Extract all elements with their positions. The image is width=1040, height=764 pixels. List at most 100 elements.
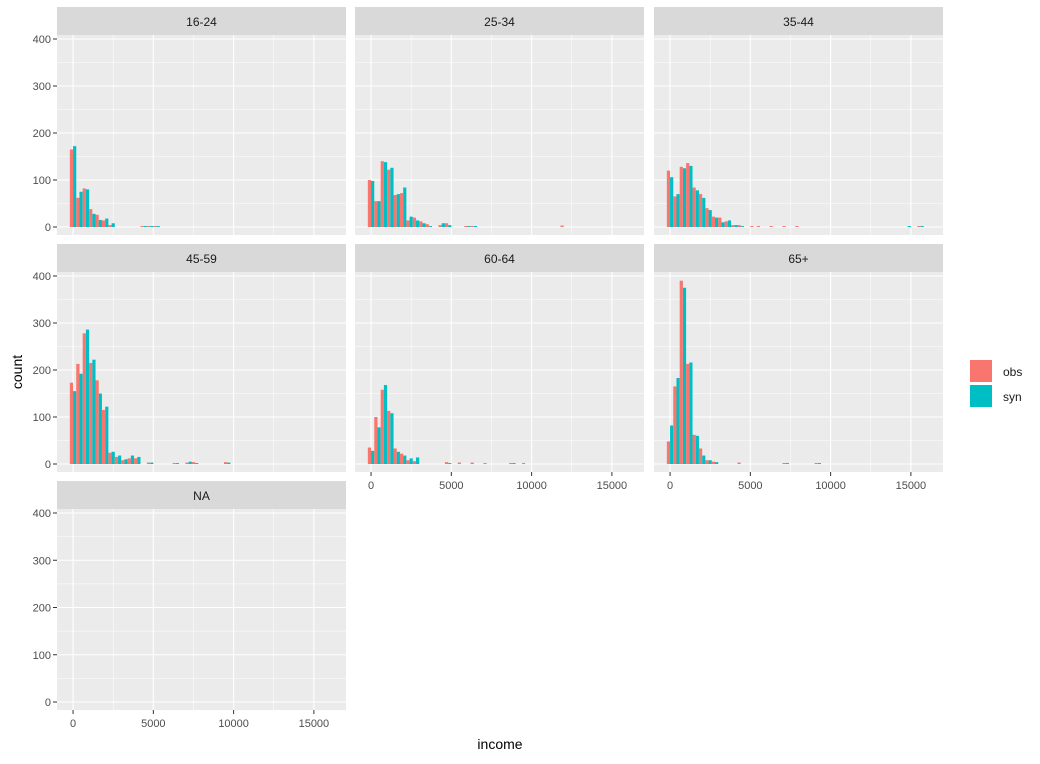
bar-obs [705, 460, 709, 464]
bar-syn [73, 391, 77, 464]
bar-syn [137, 456, 141, 464]
legend-label-obs: obs [1003, 365, 1022, 379]
bar-syn [409, 216, 413, 227]
bar-obs [89, 209, 93, 227]
bar-obs [737, 462, 741, 464]
bar-syn [150, 226, 154, 227]
bar-syn [670, 177, 674, 227]
bar-obs [393, 195, 397, 227]
bar-syn [188, 461, 192, 464]
x-tick-label: 0 [667, 480, 673, 492]
bar-syn [467, 226, 471, 227]
y-tick-label: 400 [33, 271, 51, 283]
bar-syn [390, 167, 394, 227]
bar-obs [367, 447, 372, 464]
bar-obs [464, 226, 468, 227]
bar-obs [82, 333, 86, 464]
facet-strip-6064 [355, 244, 644, 272]
bar-obs [95, 214, 99, 227]
y-tick-label: 100 [33, 650, 51, 662]
bar-syn [907, 226, 911, 227]
bar-syn [422, 223, 426, 227]
x-tick-label: 10000 [218, 718, 249, 730]
facet-strip-65 [654, 244, 943, 272]
bar-syn [111, 451, 115, 464]
bar-obs [153, 226, 157, 227]
bar-syn [390, 413, 394, 464]
bar-syn [85, 329, 90, 464]
bar-obs [380, 161, 384, 227]
x-tick-label: 5000 [738, 480, 762, 492]
bar-syn [111, 223, 115, 227]
bar-syn [227, 462, 231, 464]
bar-obs [393, 448, 397, 464]
bar-syn [85, 189, 90, 227]
bar-syn [416, 220, 420, 227]
y-axis-title: count [9, 355, 25, 389]
bar-syn [124, 459, 128, 464]
bar-syn [92, 213, 96, 227]
bar-obs [666, 170, 671, 227]
bar-obs [108, 452, 112, 464]
bar-syn [377, 427, 381, 464]
bar-syn [670, 425, 674, 464]
bar-syn [156, 226, 160, 227]
bar-syn [396, 451, 400, 464]
bar-syn [130, 455, 135, 464]
bar-obs [782, 463, 786, 464]
bar-syn [715, 462, 719, 464]
bar-obs [750, 226, 754, 227]
bar-obs [698, 448, 703, 464]
bar-obs [108, 225, 112, 227]
bar-obs [666, 441, 671, 464]
bar-obs [76, 197, 80, 227]
bar-obs [917, 226, 921, 227]
bar-syn [682, 168, 687, 227]
y-tick-label: 0 [45, 697, 51, 709]
bar-syn [409, 458, 413, 464]
bar-syn [702, 455, 706, 464]
bar-syn [428, 226, 433, 227]
bar-obs [191, 462, 196, 464]
bar-obs [444, 462, 449, 464]
bar-syn [403, 187, 407, 227]
bar-syn [371, 450, 375, 464]
facet-label-2534: 25-34 [484, 15, 515, 29]
bar-syn [473, 226, 478, 227]
bar-obs [185, 462, 189, 464]
facet-label-4559: 45-59 [186, 252, 217, 266]
bar-obs [457, 462, 461, 464]
bar-syn [118, 455, 122, 464]
x-axis-title: income [477, 736, 522, 752]
bar-obs [521, 463, 526, 464]
bar-obs [698, 194, 703, 227]
bar-obs [679, 280, 683, 464]
bar-syn [695, 190, 699, 227]
bar-syn [98, 219, 102, 227]
bar-obs [127, 458, 131, 464]
bar-obs [692, 187, 696, 227]
bar-syn [689, 165, 693, 227]
facet-strip-2534 [355, 7, 644, 35]
y-tick-label: 0 [45, 222, 51, 234]
bar-obs [782, 226, 786, 227]
bar-syn [734, 225, 738, 227]
bar-obs [101, 409, 106, 464]
x-tick-label: 15000 [896, 480, 927, 492]
bar-obs [69, 149, 74, 227]
bar-obs [412, 461, 417, 464]
bar-syn [682, 287, 687, 464]
bar-syn [708, 210, 712, 227]
panel-background-65 [654, 272, 943, 472]
bar-syn [695, 435, 699, 464]
bar-obs [387, 169, 391, 227]
bar-obs [76, 363, 80, 464]
x-tick-label: 5000 [439, 480, 463, 492]
bar-obs [399, 453, 404, 464]
bar-syn [448, 463, 452, 464]
bar-syn [785, 463, 789, 464]
y-tick-label: 200 [33, 365, 51, 377]
bar-obs [673, 196, 677, 227]
